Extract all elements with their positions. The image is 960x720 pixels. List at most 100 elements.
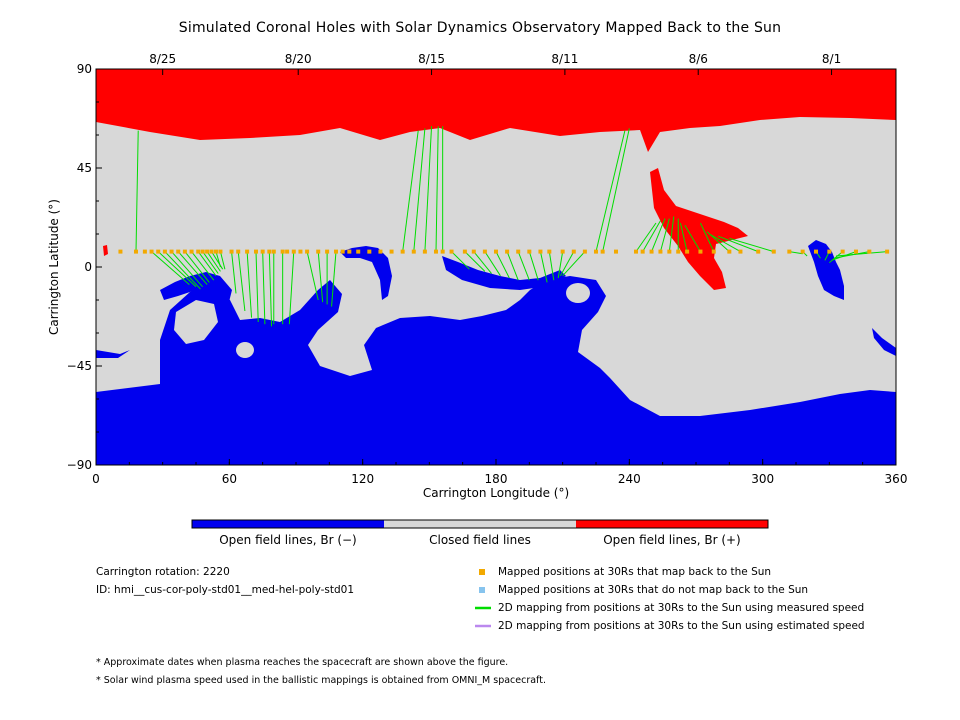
mapped-point [196, 249, 201, 254]
mapped-point [205, 249, 210, 254]
top-date-label: 8/25 [149, 52, 176, 66]
y-axis-ticks: 90 45 0 −45 −90 [67, 62, 102, 472]
mapped-point [800, 249, 805, 254]
legend-marker-unmapped [479, 587, 485, 593]
mapped-point [280, 249, 285, 254]
positive-spot [103, 245, 108, 256]
model-id: ID: hmi__cus-cor-poly-std01__med-hel-pol… [96, 584, 355, 596]
field-line [473, 251, 492, 274]
mapped-point [340, 249, 345, 254]
mapped-point [182, 249, 187, 254]
x-tick-label: 300 [751, 472, 774, 486]
mapped-point [482, 249, 487, 254]
x-tick-label: 360 [885, 472, 908, 486]
top-date-label: 8/20 [285, 52, 312, 66]
mapped-point [814, 249, 818, 254]
negative-patch-east [808, 240, 844, 300]
top-date-label: 8/1 [822, 52, 841, 66]
field-line [709, 233, 741, 253]
mapped-point [685, 249, 690, 254]
mapped-point [560, 249, 565, 254]
field-line [268, 251, 273, 327]
colorbar-positive-label: Open field lines, Br (+) [603, 533, 741, 547]
carrington-rotation: Carrington rotation: 2220 [96, 566, 230, 578]
field-line [413, 128, 426, 252]
mapped-point [727, 249, 732, 254]
mapped-point [149, 249, 154, 254]
mapped-point [356, 249, 361, 254]
mapped-point [229, 249, 234, 254]
field-line [789, 251, 803, 255]
y-tick-label: 90 [77, 62, 92, 76]
field-line [151, 251, 190, 285]
chart-title: Simulated Coronal Holes with Solar Dynam… [178, 20, 782, 36]
field-line [562, 251, 586, 277]
colorbar-closed [384, 520, 576, 528]
mapped-point [189, 249, 194, 254]
x-tick-label: 0 [92, 472, 100, 486]
field-line [164, 251, 201, 290]
mapped-point [156, 249, 161, 254]
y-tick-label: −90 [67, 458, 92, 472]
x-tick-label: 180 [485, 472, 508, 486]
legend-label-mapped: Mapped positions at 30Rs that map back t… [498, 566, 772, 578]
field-line [215, 251, 221, 268]
mapped-point [291, 249, 296, 254]
field-line [317, 251, 324, 303]
mapped-point [640, 249, 645, 254]
colorbar [191, 519, 769, 529]
mapped-point [649, 249, 654, 254]
mapped-point [516, 249, 521, 254]
field-line [135, 130, 139, 252]
field-line [402, 130, 419, 252]
mapped-point [840, 249, 845, 254]
mapped-point [298, 249, 303, 254]
field-line [184, 251, 210, 283]
mapped-point [494, 249, 498, 254]
top-date-label: 8/6 [689, 52, 708, 66]
field-line [506, 251, 519, 281]
field-line [255, 251, 259, 323]
mapped-point [698, 249, 703, 254]
mapped-point [209, 249, 214, 254]
negative-tongue [442, 256, 566, 290]
mapped-point [305, 249, 310, 254]
mapped-point [505, 249, 510, 254]
y-tick-label: 0 [84, 260, 92, 274]
mapped-point [378, 249, 383, 254]
top-date-ticks: 8/25 8/20 8/15 8/11 8/6 8/1 [149, 52, 841, 75]
mapped-point [347, 249, 352, 254]
mapped-point [738, 249, 743, 254]
field-line [331, 251, 337, 307]
mapped-point [756, 249, 761, 254]
field-line [651, 218, 666, 252]
mapped-point [245, 249, 250, 254]
mapped-point [254, 249, 258, 254]
field-line [202, 251, 219, 274]
mapped-point [600, 249, 605, 254]
mapped-point [449, 249, 454, 254]
colorbar-negative-label: Open field lines, Br (−) [219, 533, 357, 547]
mapped-point [571, 249, 576, 254]
mapped-point [582, 249, 587, 254]
field-line [191, 251, 215, 281]
mapped-point [867, 249, 872, 254]
mapped-point [854, 249, 858, 254]
field-line [548, 251, 555, 281]
field-line [679, 222, 688, 252]
field-line [729, 237, 774, 253]
y-tick-label: 45 [77, 161, 92, 175]
field-line [642, 220, 661, 252]
field-line [560, 251, 575, 277]
mapped-point [594, 249, 598, 254]
mapped-point [440, 249, 445, 254]
positive-lobe [650, 168, 748, 290]
field-line [306, 251, 319, 301]
field-line [211, 251, 224, 270]
field-line [219, 251, 226, 270]
north-positive-cap [96, 69, 896, 152]
field-line [288, 251, 295, 325]
mapped-point [411, 249, 416, 254]
field-line [435, 126, 439, 252]
legend-label-estimated: 2D mapping from positions at 30Rs to the… [498, 620, 865, 632]
